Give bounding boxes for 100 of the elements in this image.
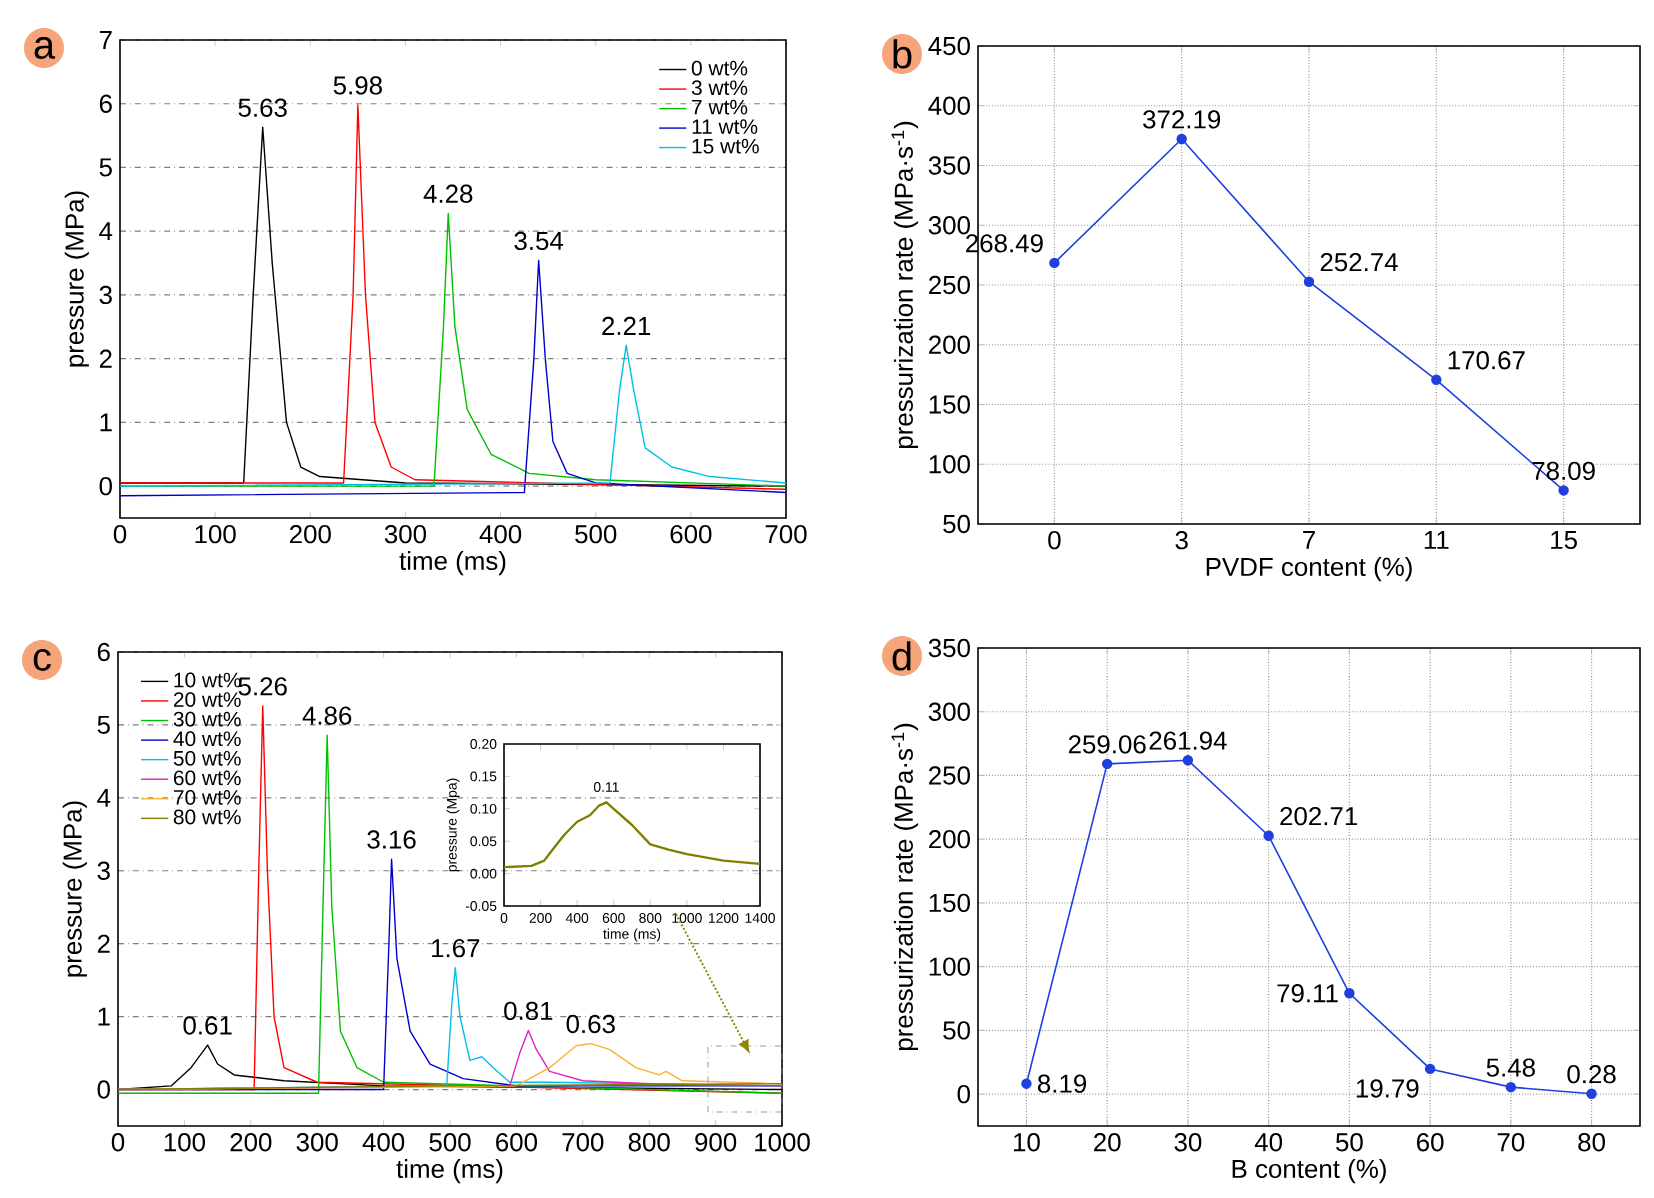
y-tick-label: 400 (928, 96, 970, 115)
y-tick-label: 4 (99, 222, 113, 241)
x-tick-label: 7 (1303, 531, 1315, 549)
data-label: 259.06 (1068, 735, 1146, 754)
y-tick-label: 0 (99, 476, 112, 496)
annotation: 5.26 (238, 677, 287, 696)
x-tick-label: 80 (1578, 1133, 1605, 1152)
y-tick-label: 200 (929, 335, 970, 354)
legend-label: 0 wt% (691, 60, 748, 76)
x-tick-label: 200 (230, 1133, 272, 1152)
x-tick-label: 200 (289, 525, 331, 544)
y-tick-label: 3 (99, 285, 112, 305)
y-tick-label: 5 (99, 158, 112, 177)
x-tick-label: 11 (1424, 531, 1449, 549)
chart-title: a (34, 37, 56, 59)
y-tick-label: 350 (928, 156, 970, 175)
x-tick-label: 15 (1551, 531, 1577, 550)
x-tick-label: 0 (111, 1133, 125, 1152)
x-tick-label: 300 (296, 1133, 338, 1152)
x-tick-label: 400 (362, 1133, 405, 1152)
chart-title: b (893, 39, 912, 69)
y-tick-label: 300 (928, 702, 970, 721)
x-tick-label: 300 (384, 525, 427, 544)
legend-label: 11 wt% (692, 119, 758, 134)
x-tick-label: 50 (1336, 1133, 1363, 1152)
annotation: 4.28 (423, 184, 473, 203)
annotation: 0.61 (183, 1016, 232, 1035)
x-tick-label: 20 (1094, 1133, 1121, 1152)
x-tick-label: 0 (1048, 531, 1061, 550)
annotation: 0.81 (504, 1001, 553, 1021)
legend-label: 70 wt% (173, 790, 241, 805)
x-tick-label: 0 (113, 525, 127, 544)
y-tick-label: 250 (929, 275, 970, 295)
annotation: 3.16 (367, 830, 416, 849)
x-tick-label: 100 (164, 1133, 205, 1152)
y-tick-label: 450 (928, 36, 970, 56)
annotation: 0.63 (566, 1014, 615, 1034)
data-label: 0.28 (1567, 1065, 1616, 1084)
legend-label: 80 wt% (173, 809, 241, 825)
data-label: 252.74 (1320, 252, 1398, 272)
data-label: 372.19 (1143, 110, 1221, 129)
x-tick-label: 60 (1417, 1133, 1444, 1152)
y-tick-label: 100 (929, 957, 970, 976)
y-tick-label: 350 (928, 638, 970, 658)
y-tick-label: 300 (928, 216, 970, 235)
data-label: 170.67 (1448, 351, 1525, 370)
x-tick-label: 500 (575, 525, 617, 544)
y-tick-label: 5 (97, 715, 110, 734)
x-tick-label: 600 (670, 525, 712, 544)
legend-label: 3 wt% (691, 80, 748, 96)
x-tick-label: 3 (1175, 531, 1188, 550)
x-axis-title: time (ms) (396, 1159, 503, 1184)
y-tick-label: 1 (100, 413, 112, 432)
y-tick-label: 150 (929, 395, 970, 414)
data-label: 261.94 (1149, 731, 1227, 750)
y-tick-label: 200 (929, 830, 970, 849)
annotation: 3.54 (514, 231, 564, 251)
x-axis-title: PVDF content (%) (1206, 557, 1412, 582)
y-axis-title: pressure (MPa) (62, 801, 87, 977)
legend-label: 50 wt% (173, 750, 241, 766)
x-tick-label: 700 (765, 525, 807, 544)
y-axis-title: pressurization rate (MPa·s$^{-1}$) (891, 121, 919, 449)
y-tick-label: 0 (97, 1080, 110, 1099)
x-tick-label: 800 (628, 1133, 670, 1152)
x-tick-label: 1000 (755, 1133, 810, 1152)
y-tick-label: 4 (97, 788, 111, 807)
y-tick-label: 6 (99, 94, 112, 113)
y-tick-label: 250 (929, 766, 970, 785)
data-label: 5.48 (1486, 1058, 1535, 1077)
x-tick-label: 600 (496, 1133, 538, 1152)
data-label: 8.19 (1037, 1074, 1087, 1093)
y-tick-label: 3 (97, 861, 110, 880)
x-tick-label: 10 (1014, 1133, 1040, 1152)
data-label: 79.11 (1277, 984, 1338, 1003)
legend-label: 60 wt% (173, 770, 241, 786)
legend-label: 30 wt% (173, 711, 241, 727)
legend-label: 40 wt% (173, 731, 241, 747)
y-tick-label: 50 (943, 1021, 970, 1040)
annotation: 4.86 (302, 706, 352, 725)
legend-label: 10 wt% (174, 672, 241, 688)
x-tick-label: 100 (195, 525, 236, 544)
annotation: 5.98 (333, 76, 382, 95)
x-axis-title: B content (%) (1232, 1159, 1386, 1184)
data-label: 19.79 (1356, 1079, 1419, 1098)
y-tick-label: 7 (99, 31, 112, 49)
y-tick-label: 100 (929, 455, 970, 474)
y-axis-title: pressure (MPa) (64, 191, 89, 367)
annotation: 2.21 (602, 316, 651, 335)
annotation: 1.67 (432, 939, 480, 958)
data-label: 202.71 (1280, 807, 1358, 826)
y-tick-label: 1 (98, 1007, 110, 1026)
x-tick-label: 700 (562, 1133, 604, 1152)
chart-title: d (892, 641, 911, 671)
legend-label: 20 wt% (173, 692, 241, 707)
y-tick-label: 150 (929, 893, 970, 913)
y-tick-label: 0 (957, 1084, 970, 1104)
x-tick-label: 900 (695, 1133, 737, 1152)
x-axis-title: time (ms) (399, 551, 506, 576)
y-tick-label: 6 (97, 642, 110, 662)
y-tick-label: 2 (97, 934, 110, 953)
